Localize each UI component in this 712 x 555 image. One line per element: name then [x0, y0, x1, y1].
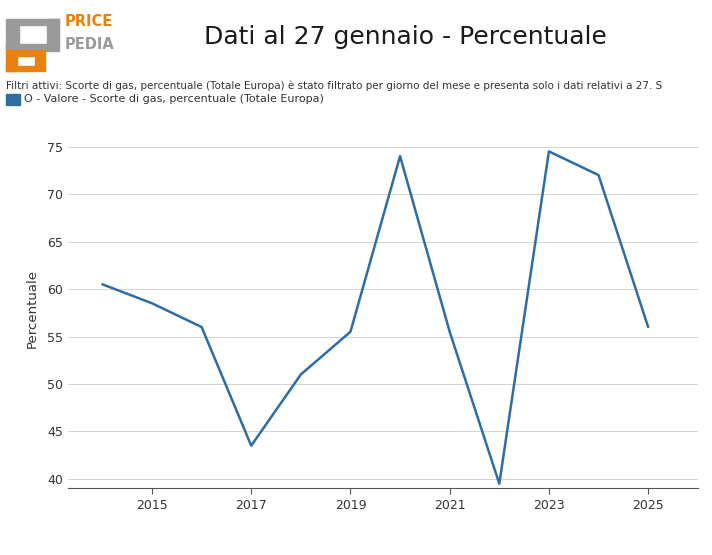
- Bar: [46, 19, 59, 44]
- Text: O - Valore - Scorte di gas, percentuale (Totale Europa): O - Valore - Scorte di gas, percentuale …: [24, 94, 324, 104]
- Text: PRICE: PRICE: [65, 14, 113, 29]
- Bar: [6, 51, 46, 56]
- Text: Dati al 27 gennaio - Percentuale: Dati al 27 gennaio - Percentuale: [204, 25, 607, 49]
- Bar: [6, 25, 19, 51]
- Bar: [6, 19, 59, 25]
- Text: PEDIA: PEDIA: [65, 37, 115, 52]
- Bar: [6, 56, 17, 72]
- Bar: [6, 66, 46, 72]
- Text: Filtri attivi: Scorte di gas, percentuale (Totale Europa) è stato filtrato per g: Filtri attivi: Scorte di gas, percentual…: [6, 80, 662, 91]
- Bar: [35, 56, 46, 66]
- Bar: [6, 44, 59, 51]
- Y-axis label: Percentuale: Percentuale: [26, 269, 38, 347]
